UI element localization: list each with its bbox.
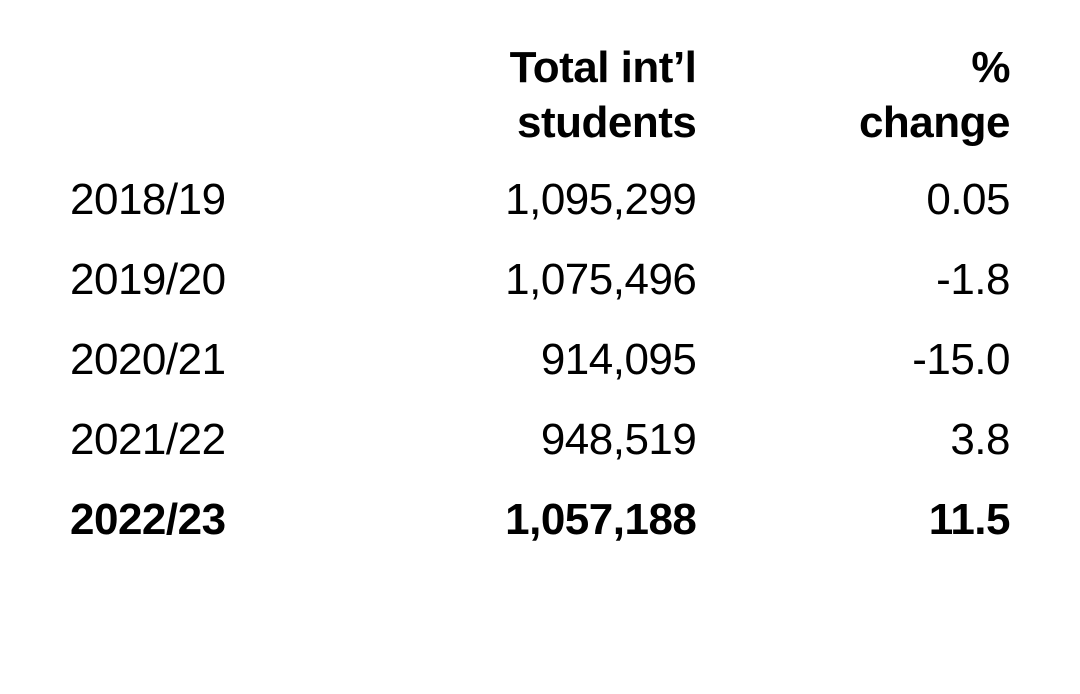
header-change-line2: change [736,95,1010,150]
table-header: Total int’l students % change [50,30,1030,160]
cell-change: 11.5 [716,480,1030,560]
table-row: 2021/22 948,519 3.8 [50,400,1030,480]
table-header-row: Total int’l students % change [50,30,1030,160]
table-body: 2018/19 1,095,299 0.05 2019/20 1,075,496… [50,160,1030,560]
header-total: Total int’l students [324,30,716,160]
table-row: 2018/19 1,095,299 0.05 [50,160,1030,240]
cell-year: 2021/22 [50,400,324,480]
cell-change: -1.8 [716,240,1030,320]
header-change: % change [716,30,1030,160]
header-change-line1: % [736,40,1010,95]
cell-year: 2019/20 [50,240,324,320]
table-row: 2019/20 1,075,496 -1.8 [50,240,1030,320]
table-row: 2022/23 1,057,188 11.5 [50,480,1030,560]
cell-change: 0.05 [716,160,1030,240]
cell-total: 1,057,188 [324,480,716,560]
cell-year: 2022/23 [50,480,324,560]
cell-total: 1,095,299 [324,160,716,240]
students-table: Total int’l students % change 2018/19 1,… [50,30,1030,560]
cell-total: 914,095 [324,320,716,400]
cell-change: 3.8 [716,400,1030,480]
cell-year: 2020/21 [50,320,324,400]
cell-total: 948,519 [324,400,716,480]
cell-year: 2018/19 [50,160,324,240]
header-year [50,30,324,160]
table-row: 2020/21 914,095 -15.0 [50,320,1030,400]
header-total-line2: students [344,95,696,150]
cell-total: 1,075,496 [324,240,716,320]
cell-change: -15.0 [716,320,1030,400]
header-total-line1: Total int’l [344,40,696,95]
